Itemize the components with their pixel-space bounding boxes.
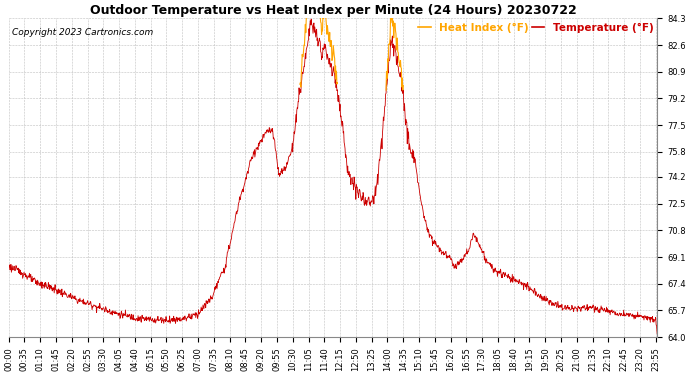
Title: Outdoor Temperature vs Heat Index per Minute (24 Hours) 20230722: Outdoor Temperature vs Heat Index per Mi…: [90, 4, 576, 17]
Text: Copyright 2023 Cartronics.com: Copyright 2023 Cartronics.com: [12, 28, 153, 37]
Legend: Heat Index (°F), Temperature (°F): Heat Index (°F), Temperature (°F): [414, 18, 658, 37]
